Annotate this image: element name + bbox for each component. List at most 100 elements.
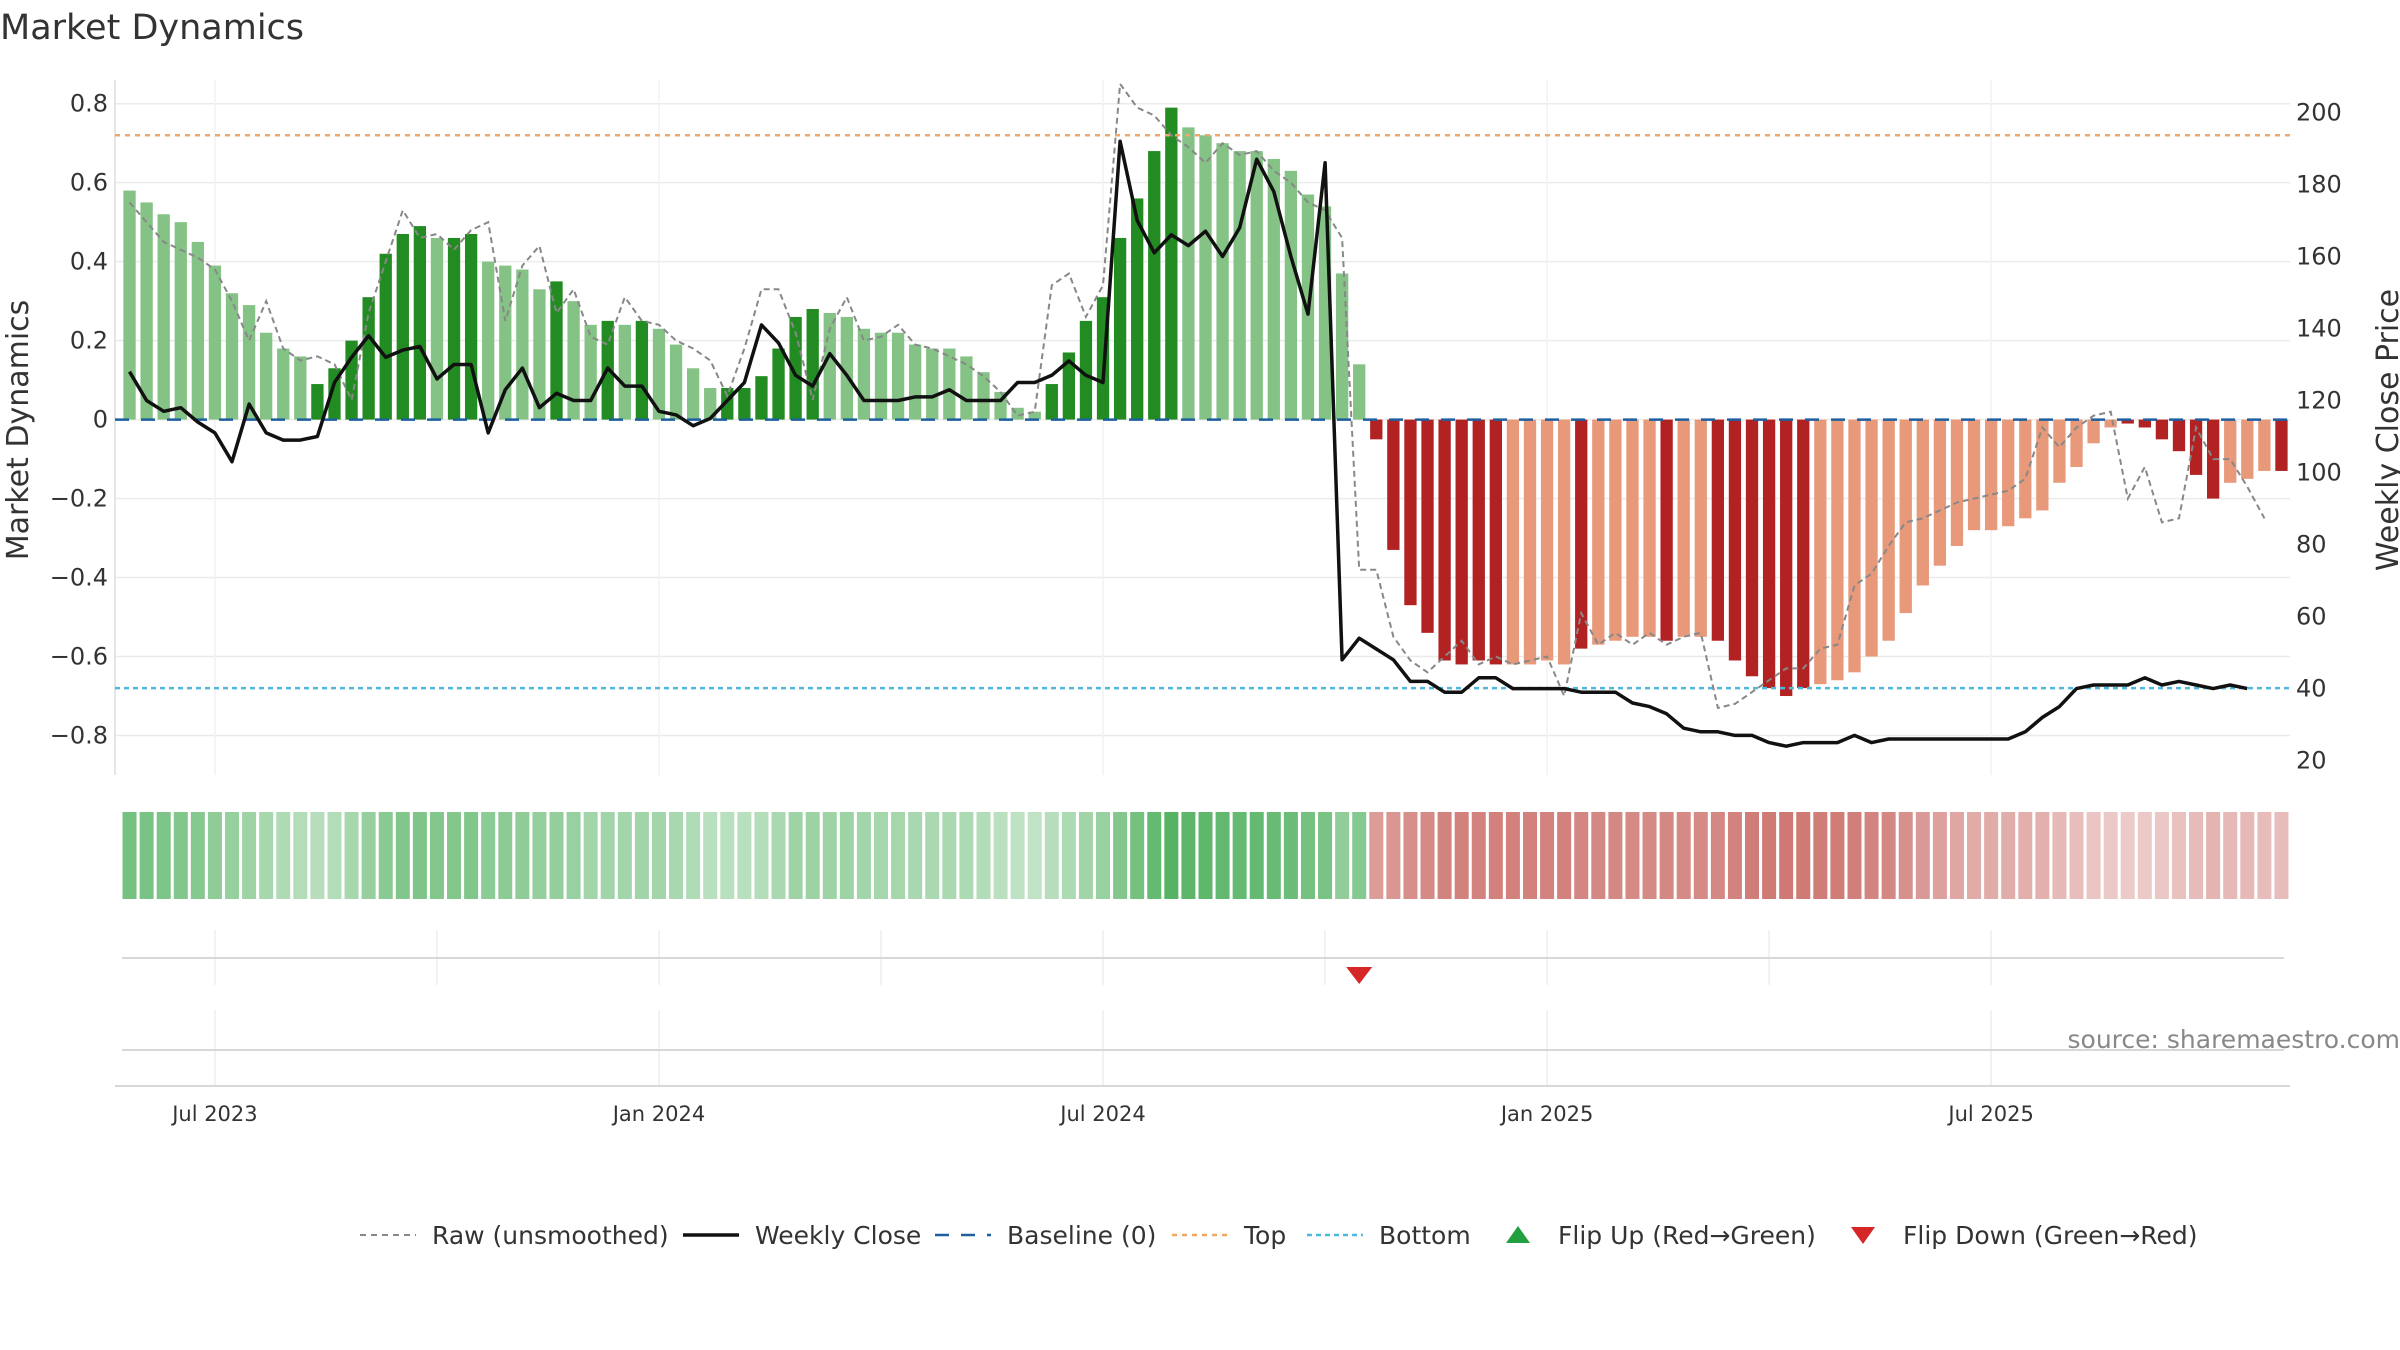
dynamics-bar xyxy=(533,289,546,420)
regime-strip xyxy=(498,812,513,899)
regime-strip xyxy=(481,812,496,899)
regime-strip xyxy=(1659,812,1674,899)
dynamics-bar xyxy=(1711,419,1725,641)
dynamics-bar xyxy=(516,269,529,420)
regime-strip xyxy=(190,812,205,899)
regime-strip xyxy=(2052,812,2067,899)
dynamics-bar xyxy=(225,293,239,420)
dynamics-bar xyxy=(1353,364,1366,420)
dynamics-bar xyxy=(2138,419,2151,428)
regime-strip xyxy=(1488,812,1503,899)
dynamics-bar xyxy=(1387,419,1400,550)
regime-strip xyxy=(1505,812,1520,899)
regime-strip xyxy=(669,812,684,899)
right-tick-label: 140 xyxy=(2296,314,2342,342)
dynamics-bar xyxy=(2224,419,2237,483)
regime-strip xyxy=(1881,812,1896,899)
regime-strip xyxy=(1471,812,1486,899)
dynamics-bar xyxy=(755,376,768,420)
regime-strip xyxy=(156,812,171,899)
dynamics-bar xyxy=(1626,419,1639,637)
dynamics-bar xyxy=(208,265,222,420)
dynamics-bar xyxy=(1370,419,1383,440)
dynamics-bar xyxy=(2019,419,2032,519)
regime-strip xyxy=(1796,812,1811,899)
dynamics-bar xyxy=(686,368,700,420)
dynamics-bar xyxy=(1575,419,1588,649)
date-tick-label: Jul 2023 xyxy=(170,1102,257,1126)
dynamics-bar xyxy=(1780,419,1793,697)
regime-strip xyxy=(1642,812,1657,899)
dynamics-bar xyxy=(550,281,563,420)
regime-strip xyxy=(2154,812,2169,899)
regime-strip xyxy=(1591,812,1606,899)
left-tick-label: −0.8 xyxy=(50,722,108,750)
dynamics-bar xyxy=(1250,151,1263,420)
dynamics-bar xyxy=(140,202,153,420)
left-tick-label: −0.2 xyxy=(50,485,108,513)
regime-strip xyxy=(2103,812,2118,899)
regime-strip xyxy=(2086,812,2101,899)
regime-strip xyxy=(2223,812,2238,899)
dynamics-bar xyxy=(857,328,871,420)
right-tick-label: 60 xyxy=(2296,603,2327,631)
regime-strip xyxy=(1625,812,1640,899)
dynamics-bar xyxy=(772,348,785,420)
dynamics-bar xyxy=(1728,419,1742,661)
regime-strip xyxy=(225,812,240,899)
regime-strip xyxy=(1949,812,1964,899)
regime-strip xyxy=(378,812,393,899)
regime-strip xyxy=(771,812,786,899)
dynamics-bar xyxy=(1148,151,1161,420)
secondary-panel xyxy=(115,1010,2290,1087)
regime-strip xyxy=(1096,812,1111,899)
regime-strip xyxy=(1984,812,1999,899)
dynamics-bar xyxy=(618,324,631,420)
regime-strip xyxy=(925,812,940,899)
dynamics-bar xyxy=(704,388,717,420)
regime-strip xyxy=(259,812,274,899)
regime-strip xyxy=(822,812,837,899)
regime-strip xyxy=(310,812,325,899)
regime-strip xyxy=(720,812,735,899)
dynamics-bar xyxy=(840,316,853,420)
regime-strip xyxy=(447,812,462,899)
dynamics-bar xyxy=(1831,419,1844,681)
regime-strip xyxy=(1522,812,1537,899)
regime-strip xyxy=(1727,812,1742,899)
regime-strip xyxy=(1249,812,1264,899)
regime-strip xyxy=(908,812,923,899)
regime-strip xyxy=(2137,812,2152,899)
dynamics-bar xyxy=(874,332,888,420)
regime-strip xyxy=(1693,812,1708,899)
dynamics-bar xyxy=(1694,419,1707,637)
dynamics-bar xyxy=(652,328,666,420)
dynamics-bar xyxy=(379,253,392,420)
legend-label-close: Weekly Close xyxy=(755,1221,921,1250)
regime-strip xyxy=(959,812,974,899)
left-tick-label: 0.6 xyxy=(70,169,108,197)
regime-strip xyxy=(2120,812,2135,899)
dynamics-bar xyxy=(191,241,205,420)
regime-strip xyxy=(651,812,666,899)
regime-strip xyxy=(1232,812,1247,899)
dynamics-bar xyxy=(123,190,136,420)
dynamics-bar xyxy=(499,265,512,420)
dynamics-bar xyxy=(430,237,444,420)
regime-strip xyxy=(1420,812,1435,899)
regime-strip xyxy=(1915,812,1930,899)
dynamics-bar xyxy=(1762,419,1776,689)
regime-strip xyxy=(1898,812,1913,899)
right-tick-label: 200 xyxy=(2296,98,2342,126)
dynamics-bar xyxy=(1028,411,1041,420)
regime-strip xyxy=(1454,812,1469,899)
right-tick-label: 180 xyxy=(2296,170,2342,198)
dynamics-bar xyxy=(1899,419,1912,614)
dynamics-bar xyxy=(1558,419,1571,665)
regime-strip xyxy=(1745,812,1760,899)
dynamics-bar xyxy=(1182,127,1195,420)
dynamics-bar xyxy=(447,237,461,420)
regime-strip xyxy=(2274,812,2289,899)
dynamics-bar xyxy=(1643,419,1656,637)
